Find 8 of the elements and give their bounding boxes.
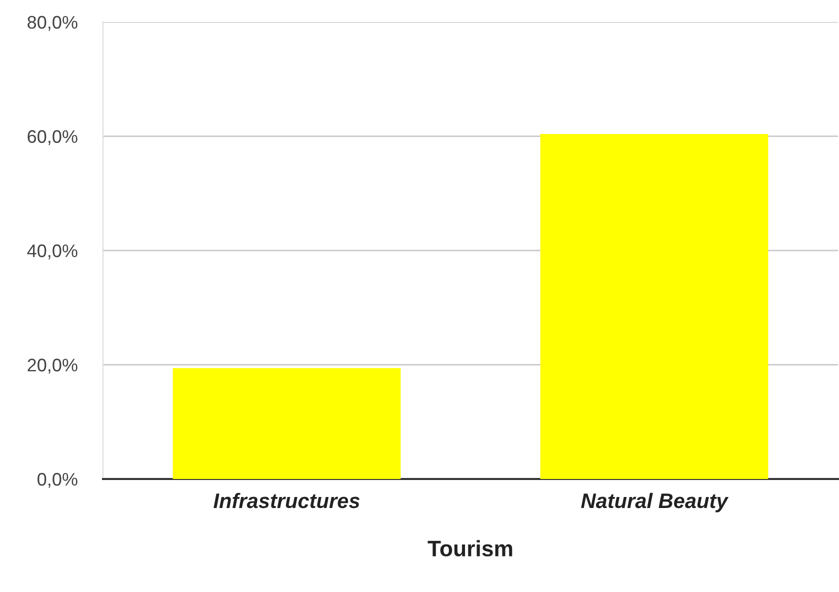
x-tick-label: Natural Beauty (581, 492, 729, 512)
y-tick-label: 0,0% (38, 472, 78, 488)
x-tick-label: Infrastructures (214, 492, 360, 508)
y-tick-label: 40,0% (27, 244, 78, 260)
y-tick-label: 80,0% (28, 16, 78, 31)
x-axis-title: Tourism (428, 540, 512, 556)
y-tick-label: 20,0% (28, 358, 78, 374)
y-tick-label: 60,0% (28, 130, 78, 146)
